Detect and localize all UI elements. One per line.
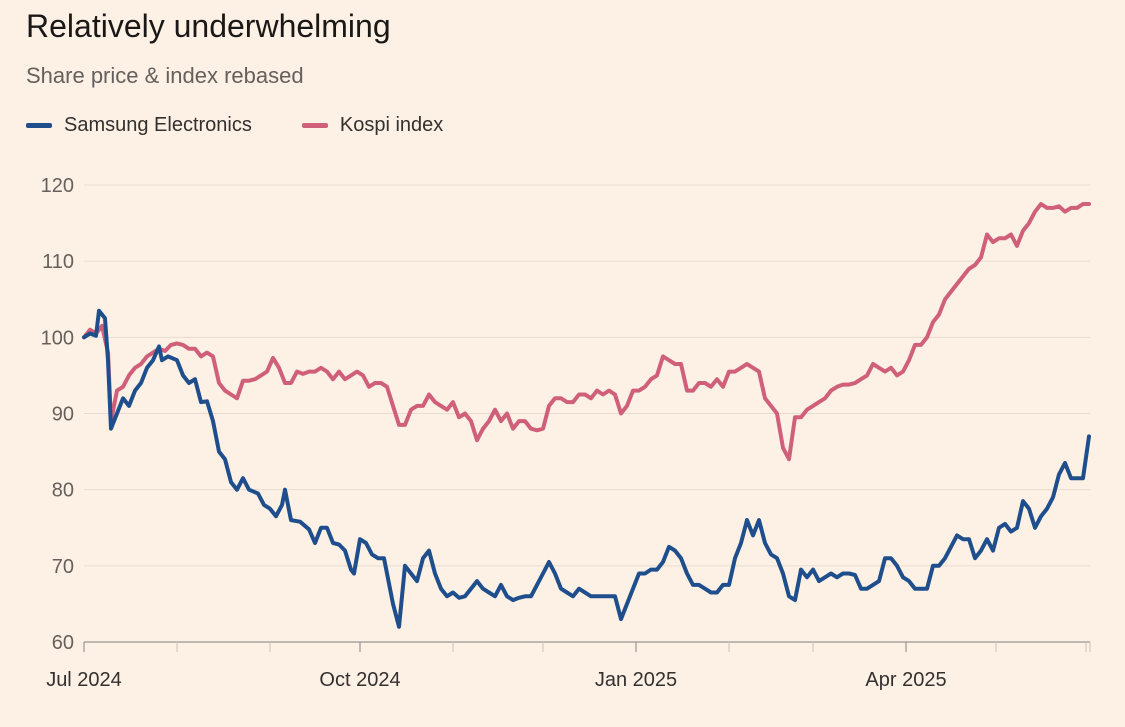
- y-tick-label-80: 80: [52, 480, 74, 502]
- y-tick-label-100: 100: [41, 327, 74, 349]
- y-tick-label-90: 90: [52, 404, 74, 426]
- y-tick-label-120: 120: [41, 175, 74, 197]
- legend-item-kospi: Kospi index: [301, 114, 444, 137]
- legend-item-samsung: Samsung Electronics: [26, 114, 252, 137]
- y-axis: 60 70 80 90 100 110 120: [41, 175, 74, 654]
- y-tick-label-70: 70: [52, 556, 74, 578]
- y-tick-label-60: 60: [52, 632, 74, 654]
- legend-swatch-kospi: [301, 123, 328, 128]
- legend-swatch-samsung: [26, 123, 52, 128]
- chart-title: Relatively underwhelming: [26, 8, 391, 44]
- x-tick-label-1: Oct 2024: [319, 669, 400, 691]
- series-lines: [82, 202, 1091, 629]
- legend: Samsung Electronics Kospi index: [26, 114, 443, 137]
- chart-subtitle: Share price & index rebased: [26, 63, 304, 88]
- legend-label-samsung: Samsung Electronics: [64, 114, 252, 136]
- x-tick-label-0: Jul 2024: [46, 669, 122, 691]
- series-line-kospi: [82, 202, 1091, 462]
- x-tick-label-3: Apr 2025: [865, 669, 946, 691]
- x-tick-label-2: Jan 2025: [595, 669, 677, 691]
- y-tick-label-110: 110: [42, 251, 74, 273]
- series-line-samsung: [82, 308, 1091, 629]
- gridlines: [84, 184, 1090, 643]
- legend-label-kospi: Kospi index: [339, 114, 444, 136]
